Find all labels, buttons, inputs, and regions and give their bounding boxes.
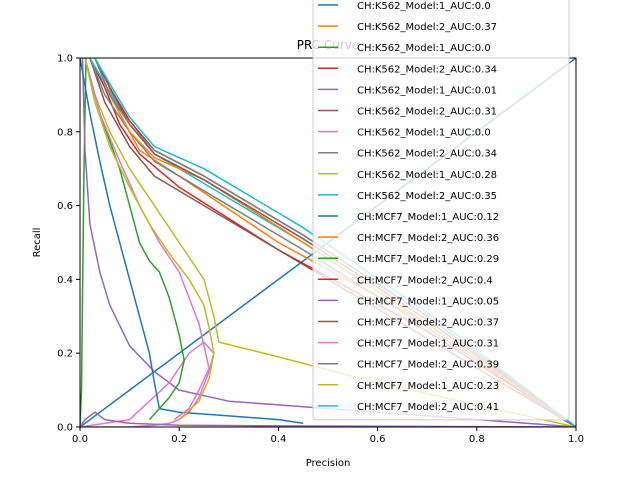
legend-entry-label: CH:MCF7_Model:1_AUC:0.05: [357, 296, 499, 307]
x-axis: 0.0 0.2 0.4 0.6 0.8 1.0: [72, 427, 584, 445]
x-tick-label: 0.2: [171, 434, 187, 445]
x-tick-label: 0.6: [370, 434, 386, 445]
legend-entry-label: CH:K562_Model:1_AUC:0.28: [357, 170, 497, 181]
y-tick-label: 0.6: [57, 201, 73, 212]
y-tick-label: 0.0: [57, 423, 73, 434]
series-line-11: [80, 58, 304, 425]
legend-entry-label: CH:MCF7_Model:1_AUC:0.12: [357, 212, 499, 223]
legend-entry-label: CH:K562_Model:1_AUC:0.0: [357, 43, 491, 54]
legend-entry-label: CH:K562_Model:2_AUC:0.35: [357, 191, 497, 202]
legend-entry-label: CH:K562_Model:1_AUC:0.01: [357, 85, 497, 96]
series-line-17: [84, 58, 210, 421]
x-tick-label: 1.0: [568, 434, 584, 445]
legend-entry-label: CH:K562_Model:2_AUC:0.31: [357, 107, 497, 118]
legend-entry-label: CH:K562_Model:1_AUC:0.0: [357, 1, 491, 12]
legend-entry-label: CH:K562_Model:1_AUC:0.0: [357, 128, 491, 139]
y-tick-label: 0.8: [57, 127, 73, 138]
legend: CH:K562_Model:1_AUC:0.0 CH:K562_Model:2_A…: [312, 0, 570, 421]
series-line-15: [80, 411, 576, 427]
legend-entry-label: CH:MCF7_Model:2_AUC:0.36: [357, 233, 499, 244]
legend-entry-label: CH:K562_Model:2_AUC:0.34: [357, 64, 497, 75]
legend-entry-label: CH:MCF7_Model:1_AUC:0.23: [357, 381, 499, 392]
series-line-13: [84, 58, 185, 421]
legend-entry-label: CH:MCF7_Model:2_AUC:0.39: [357, 360, 499, 371]
series-line-7: [80, 341, 215, 427]
x-tick-label: 0.8: [469, 434, 485, 445]
x-tick-label: 0.4: [270, 434, 286, 445]
legend-box: [312, 0, 570, 421]
y-tick-label: 0.2: [57, 349, 73, 360]
x-axis-label: Precision: [306, 458, 351, 469]
legend-entry-label: CH:MCF7_Model:2_AUC:0.4: [357, 275, 493, 286]
series-line-19: [84, 58, 215, 421]
x-tick-label: 0.0: [72, 434, 88, 445]
y-tick-label: 1.0: [57, 54, 73, 65]
y-axis-label: Recall: [32, 228, 43, 258]
legend-entry-label: CH:MCF7_Model:1_AUC:0.31: [357, 339, 499, 350]
legend-entry-label: CH:MCF7_Model:1_AUC:0.29: [357, 254, 499, 265]
y-tick-label: 0.4: [57, 275, 73, 286]
y-axis: 0.0 0.2 0.4 0.6 0.8 1.0: [57, 54, 80, 434]
legend-entry-label: CH:MCF7_Model:2_AUC:0.41: [357, 402, 499, 413]
legend-entry-label: CH:K562_Model:2_AUC:0.34: [357, 149, 497, 160]
legend-entry-label: CH:K562_Model:2_AUC:0.37: [357, 22, 497, 33]
legend-entry-label: CH:MCF7_Model:2_AUC:0.37: [357, 318, 499, 329]
